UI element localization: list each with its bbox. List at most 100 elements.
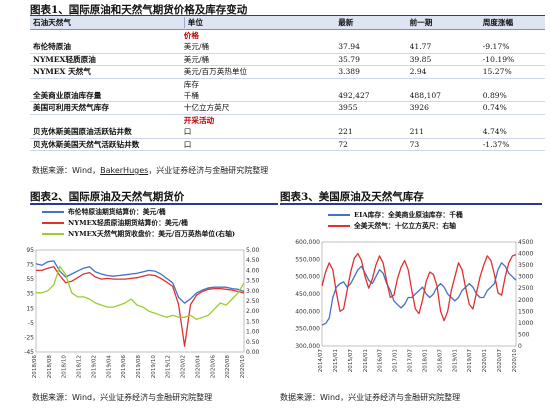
- chart3-legend: EIA库存：全美商业原油库存：千桶 全美天然气：十亿立方英尺：右轴: [328, 210, 463, 232]
- chart2-ytick-right: 0.00: [246, 349, 260, 356]
- chart3-ytick-right: 4500: [518, 239, 533, 246]
- chart2-legend: 布伦特原油期货结算价：美元/桶 NYMEX轻质原油期货结算价：美元/桶 NYME…: [42, 207, 235, 240]
- chart2-title-rule: [30, 203, 278, 205]
- chart3-series-1: [321, 252, 517, 322]
- chart2-ytick-right: 2.00: [246, 308, 260, 315]
- chart3-title-rule: [280, 203, 542, 205]
- chart2-xtick: 2020/02: [181, 355, 187, 378]
- chart2-ytick-left: 35: [26, 291, 34, 298]
- chart2-xtick: 2020/10: [240, 355, 246, 379]
- col-header-unit: 单位: [180, 16, 336, 30]
- chart2-xtick: 2019/02: [91, 355, 97, 378]
- chart2-xtick: 2019/12: [166, 355, 172, 378]
- chart3-xtick: 2018/07: [437, 349, 443, 373]
- chart3-ytick-left: 350,000: [295, 326, 320, 333]
- legend-item-gas: NYMEX天然气期货收盘价：美元/百万英热单位(右轴): [42, 229, 235, 240]
- chart2-xtick: 2018/12: [77, 355, 83, 378]
- chart2-ytick-left: 95: [26, 247, 34, 254]
- section-row-price: 价格: [183, 31, 199, 40]
- chart3-xtick: 2016/01: [363, 349, 369, 373]
- chart2-ytick-right: 0.50: [246, 339, 260, 346]
- chart2-xtick: 2019/08: [136, 355, 142, 379]
- chart2-xtick: 2020/04: [195, 355, 201, 379]
- chart3-xtick: 2015/01: [333, 349, 339, 373]
- chart3-series-0: [321, 262, 517, 326]
- table-row: NYMEX轻质原油 美元/桶 35.79 39.85 -10.19%: [30, 53, 545, 67]
- chart3-xtick: 2020/01: [482, 349, 488, 373]
- source-link[interactable]: BakerHuges: [100, 166, 149, 175]
- chart3-source: 数据来源：Wind，兴业证券经济与金融研究院整理: [280, 393, 461, 402]
- col-header-latest: 最新: [335, 16, 407, 30]
- chart2-frame: [35, 249, 245, 353]
- chart2-series-2: [36, 265, 245, 321]
- chart3-ytick-right: 1000: [518, 320, 533, 327]
- chart2-xtick: 2018/06: [32, 355, 38, 379]
- chart2-ytick-right: 1.00: [246, 329, 260, 336]
- chart2-ytick-right: 3.50: [246, 278, 260, 285]
- chart2-ytick-left: -45: [24, 349, 34, 356]
- chart3-ytick-left: 300,000: [295, 343, 320, 350]
- chart3-ytick-right: 0: [518, 343, 522, 350]
- chart2-xtick: 2018/08: [47, 355, 53, 379]
- chart2-xtick: 2019/06: [121, 355, 127, 379]
- chart3-ytick-left: 550,000: [295, 256, 320, 263]
- chart3-xtick: 2018/01: [422, 349, 428, 373]
- chart2-ytick-left: -25: [24, 334, 34, 341]
- chart3-ytick-right: 4000: [518, 251, 533, 258]
- table-row: 布伦特原油 美元/桶 37.94 41.77 -9.17%: [30, 41, 545, 54]
- chart2-plot: -45 -25 -5 15 35 55 75 95 0.00 0.50 1.00 1.50 2.00 2.…: [24, 247, 260, 379]
- chart3-ytick-right: 3500: [518, 262, 533, 269]
- col-header-prev: 前一期: [406, 16, 480, 30]
- chart2-ytick-left: 75: [26, 262, 34, 269]
- chart3-ytick-left: 400,000: [295, 308, 320, 315]
- chart2-ytick-left: 55: [26, 276, 34, 283]
- chart2-xtick: 2019/04: [106, 355, 112, 379]
- legend-item-crude-inventory: EIA库存：全美商业原油库存：千桶: [328, 210, 463, 221]
- chart3-xtick: 2016/07: [378, 349, 384, 373]
- chart2-title: 图表2、国际原油及天然气期货价: [30, 191, 185, 203]
- chart2-ytick-right: 5.00: [246, 247, 260, 254]
- chart3-xtick: 2015/07: [348, 349, 354, 373]
- chart2-source: 数据来源：Wind，兴业证券经济与金融研究院整理: [32, 393, 213, 402]
- chart3-ytick-left: 600,000: [295, 239, 320, 246]
- chart3-ytick-left: 450,000: [295, 291, 320, 298]
- chart2-ytick-right: 4.00: [246, 267, 260, 274]
- chart3-frame: [321, 241, 517, 347]
- chart2-xtick: 2019/10: [151, 355, 157, 379]
- chart3-xtick: 2014/07: [318, 349, 324, 373]
- table-row: 全美商业原油库存量 千桶 492,427 488,107 0.89%: [30, 90, 545, 103]
- col-header-name: 石油天然气: [30, 16, 181, 30]
- table-title-rule: [30, 15, 545, 17]
- chart3-ytick-left: 500,000: [295, 274, 320, 281]
- chart3-xtick: 2017/07: [408, 349, 414, 373]
- chart3-xtick: 2020/10: [512, 349, 518, 373]
- col-header-change: 周度涨幅: [479, 16, 545, 30]
- chart2-series-0: [35, 260, 245, 304]
- chart3-title: 图表3、美国原油及天然气库存: [280, 191, 424, 203]
- chart3-ytick-right: 2000: [518, 297, 533, 304]
- chart3-xtick: 2019/07: [467, 349, 473, 373]
- chart2-ytick-right: 1.50: [246, 318, 260, 325]
- table-row: 贝克休斯美国天然气活跃钻井数口 72 73 -1.37%: [30, 138, 545, 152]
- chart3-ytick-right: 1500: [518, 308, 533, 315]
- chart3-ytick-right: 3000: [518, 274, 533, 281]
- table-row: 贝克休斯美国原油活跃钻井数口 221 211 4.74%: [30, 126, 545, 139]
- chart3-ytick-right: 500: [518, 331, 530, 338]
- section-row-drilling: 开采活动: [183, 115, 215, 125]
- chart3-xtick: 2020/07: [497, 349, 503, 373]
- chart2-ytick-right: 2.50: [246, 298, 260, 305]
- table-source: 数据来源：Wind，BakerHuges，兴业证券经济与金融研究院整理: [32, 166, 269, 175]
- chart3-plot: 300,000 350,000 400,000 450,000 500,000 550,0…: [295, 239, 533, 373]
- table-row: 美国可利用天然气库存 十亿立方英尺 3955 3926 0.74%: [30, 101, 545, 115]
- legend-item-gas-inventory: 全美天然气：十亿立方英尺：右轴: [328, 221, 463, 232]
- table-header-row: 石油天然气 单位 最新 前一期 周度涨幅: [30, 16, 545, 30]
- chart2-ytick-left: 15: [26, 305, 34, 312]
- chart3-xtick: 2017/01: [393, 349, 399, 373]
- price-inventory-table: 石油天然气 单位 最新 前一期 周度涨幅 价格 布伦特原油 美元/桶 37.94 4…: [30, 16, 545, 152]
- chart3-ytick-right: 2500: [518, 285, 533, 292]
- chart2-ytick-right: 3.00: [246, 288, 260, 295]
- legend-item-brent: 布伦特原油期货结算价：美元/桶: [42, 207, 235, 218]
- chart2-ytick-right: 4.50: [246, 257, 260, 264]
- table-title: 图表1、国际原油和天然气期货价格及库存变动: [30, 4, 248, 16]
- chart2-xtick: 2020/06: [210, 355, 216, 379]
